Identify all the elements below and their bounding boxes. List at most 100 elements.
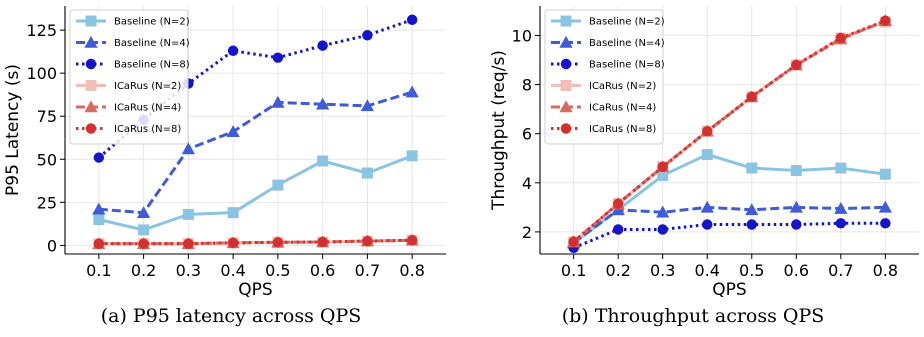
data-point xyxy=(362,235,373,247)
y-tick-label: 100 xyxy=(26,64,57,83)
legend-marker xyxy=(560,123,572,134)
data-point xyxy=(879,168,891,180)
legend-label: Baseline (N=4) xyxy=(589,38,665,49)
legend-marker xyxy=(560,15,572,27)
x-tick-label: 0.7 xyxy=(355,261,380,280)
legend-label: ICaRus (N=2) xyxy=(114,81,181,92)
data-point xyxy=(316,97,330,110)
data-point xyxy=(746,219,757,230)
y-axis-label: P95 Latency (s) xyxy=(3,64,23,196)
data-point xyxy=(835,218,847,229)
y-tick-label: 75 xyxy=(37,107,57,126)
data-point xyxy=(745,203,759,216)
data-point xyxy=(700,200,714,213)
legend-label: ICaRus (N=8) xyxy=(114,124,181,135)
x-tick-label: 0.3 xyxy=(650,261,675,280)
data-point xyxy=(612,224,624,235)
series-icarus-n-8 xyxy=(568,15,891,247)
legend-label: ICaRus (N=2) xyxy=(589,81,656,92)
y-tick-label: 2 xyxy=(522,223,532,242)
data-point xyxy=(702,126,713,137)
legend-marker xyxy=(559,35,573,48)
data-point xyxy=(746,91,757,103)
legend-label: ICaRus (N=4) xyxy=(114,103,181,114)
data-point xyxy=(136,206,151,218)
legend-marker xyxy=(84,35,98,48)
data-point xyxy=(835,162,847,174)
data-point xyxy=(271,95,285,108)
data-point xyxy=(612,198,624,209)
data-point xyxy=(272,237,284,248)
data-point xyxy=(227,45,239,57)
legend-label: ICaRus (N=8) xyxy=(589,124,656,135)
y-tick-label: 0 xyxy=(47,236,57,255)
data-point xyxy=(183,238,194,249)
x-axis-label: QPS xyxy=(238,280,272,300)
legend-box xyxy=(544,9,664,145)
data-point xyxy=(138,238,149,249)
data-point xyxy=(405,85,419,98)
y-tick-label: 125 xyxy=(26,21,57,40)
x-tick-label: 0.8 xyxy=(399,261,424,280)
x-axis-label: QPS xyxy=(712,280,746,300)
data-point xyxy=(834,201,848,214)
series-baseline-n-2 xyxy=(93,150,418,236)
data-point xyxy=(701,149,713,161)
legend-box xyxy=(69,9,189,145)
data-point xyxy=(789,200,803,213)
data-point xyxy=(791,59,802,71)
legend-label: Baseline (N=4) xyxy=(114,38,190,49)
data-point xyxy=(880,15,891,26)
data-point xyxy=(406,234,418,246)
data-point xyxy=(227,237,239,249)
y-tick-label: 50 xyxy=(37,150,57,169)
legend: Baseline (N=2) Baseline (N=4) Baseline (N=… xyxy=(69,9,190,145)
data-point xyxy=(93,152,105,163)
data-point xyxy=(657,161,668,173)
x-tick-label: 0.5 xyxy=(265,261,290,280)
x-tick-label: 0.7 xyxy=(828,261,853,280)
legend-label: ICaRus (N=4) xyxy=(589,103,656,114)
data-point xyxy=(878,200,892,213)
data-point xyxy=(138,224,150,236)
data-point xyxy=(406,14,418,26)
x-tick-label: 0.3 xyxy=(176,261,201,280)
data-point xyxy=(93,214,105,226)
data-point xyxy=(272,52,284,63)
data-point xyxy=(317,40,328,51)
figure: 0 25 50 75 100 125 0.1 0.2 0.3 0.4 0.5 0.6 0.7 0.8 QPS… xyxy=(3,6,919,300)
x-tick-label: 0.6 xyxy=(310,261,335,280)
data-point xyxy=(568,236,579,247)
data-point xyxy=(657,224,668,235)
data-point xyxy=(746,162,758,174)
x-tick-label: 0.2 xyxy=(605,261,630,280)
legend-marker xyxy=(85,123,97,134)
legend-label: Baseline (N=2) xyxy=(589,17,665,28)
y-tick-label: 10 xyxy=(512,26,532,45)
series-icarus-n-8 xyxy=(93,234,418,249)
data-point xyxy=(656,205,670,218)
series-line xyxy=(98,90,413,215)
data-point xyxy=(880,218,891,229)
y-tick-label: 8 xyxy=(522,76,532,95)
legend-marker xyxy=(85,58,97,70)
legend-marker xyxy=(560,80,572,91)
legend-marker xyxy=(559,100,573,113)
x-tick-label: 0.2 xyxy=(131,261,156,280)
data-point xyxy=(92,202,106,215)
y-tick-label: 6 xyxy=(522,125,532,144)
legend-label: Baseline (N=2) xyxy=(114,17,190,28)
x-tick-label: 0.6 xyxy=(784,261,809,280)
series-line xyxy=(572,19,886,243)
y-axis-label: Throughput (req/s) xyxy=(489,50,509,211)
data-point xyxy=(181,142,195,155)
series-baseline-n-8 xyxy=(568,218,891,254)
series-line xyxy=(98,238,413,246)
data-point xyxy=(790,165,802,177)
data-point xyxy=(362,30,373,41)
x-tick-label: 0.5 xyxy=(739,261,764,280)
legend-marker xyxy=(84,100,98,113)
data-point xyxy=(657,169,669,181)
caption-a: (a) P95 latency across QPS xyxy=(100,305,362,327)
data-point xyxy=(227,207,239,219)
